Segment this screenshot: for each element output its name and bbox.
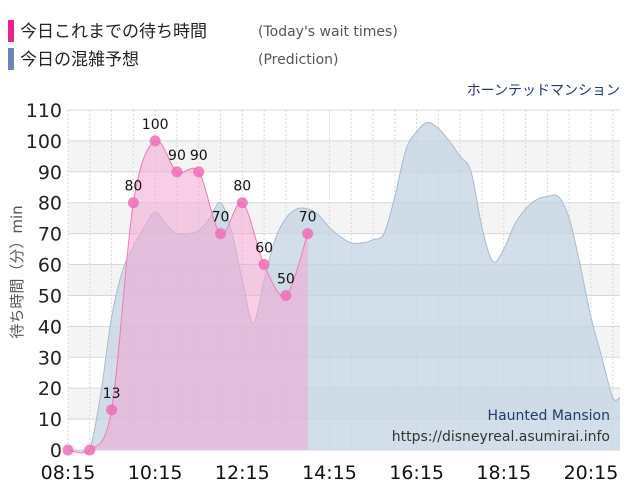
today-point-label: 90 — [190, 148, 208, 164]
y-tick-label: 40 — [38, 316, 62, 338]
y-tick-label: 80 — [38, 193, 62, 215]
x-tick-label: 08:15 — [41, 462, 96, 484]
legend-label-today: 今日これまでの待ち時間 — [20, 22, 207, 42]
today-point-label: 100 — [142, 117, 169, 133]
today-point-label: 60 — [255, 241, 273, 257]
today-point — [106, 404, 118, 416]
attraction-subtitle: ホーンテッドマンション — [467, 83, 620, 99]
plot-band — [68, 110, 620, 141]
y-tick-label: 50 — [38, 285, 62, 307]
today-point-label: 90 — [168, 148, 186, 164]
x-tick-label: 14:15 — [302, 462, 357, 484]
legend: 今日これまでの待ち時間 (Today's wait times) 今日の混雑予想… — [8, 20, 398, 70]
x-tick-label: 10:15 — [128, 462, 183, 484]
today-point — [193, 166, 205, 178]
x-tick-label: 20:15 — [564, 462, 619, 484]
legend-sublabel-today: (Today's wait times) — [258, 24, 398, 40]
legend-swatch-today — [8, 20, 14, 42]
today-point — [171, 166, 183, 178]
today-point — [258, 259, 270, 271]
y-tick-label: 90 — [38, 162, 62, 184]
today-point-label: 70 — [299, 210, 317, 226]
today-point-label: 70 — [212, 210, 230, 226]
today-point-label: 80 — [233, 179, 251, 195]
today-point — [215, 228, 227, 240]
y-tick-label: 30 — [38, 347, 62, 369]
today-point-label: 50 — [277, 271, 295, 287]
today-point — [302, 228, 314, 240]
today-point-label: 80 — [124, 179, 142, 195]
y-axis-label: 待ち時間（分）min — [8, 205, 26, 338]
today-point — [127, 197, 139, 209]
today-point — [62, 444, 74, 456]
y-tick-label: 0 — [50, 440, 62, 462]
x-tick-label: 16:15 — [389, 462, 444, 484]
y-tick-label: 100 — [26, 131, 62, 153]
y-tick-label: 10 — [38, 409, 62, 431]
x-tick-label: 12:15 — [215, 462, 270, 484]
today-point — [149, 135, 161, 147]
x-axis-ticks: 08:15 10:15 12:15 14:15 16:15 18:15 20:15 — [41, 462, 619, 484]
legend-sublabel-prediction: (Prediction) — [258, 52, 338, 68]
watermark-name: Haunted Mansion — [488, 408, 610, 424]
y-tick-label: 110 — [26, 100, 62, 122]
x-tick-label: 18:15 — [476, 462, 531, 484]
today-markers — [62, 135, 314, 456]
y-tick-label: 20 — [38, 378, 62, 400]
today-point — [236, 197, 248, 209]
y-tick-label: 70 — [38, 224, 62, 246]
today-point — [280, 289, 292, 301]
y-axis-ticks: 0 10 20 30 40 50 60 70 80 90 100 110 — [26, 100, 62, 462]
legend-label-prediction: 今日の混雑予想 — [20, 50, 139, 70]
today-point-label: 13 — [103, 386, 121, 402]
today-area — [68, 140, 308, 453]
watermark-url: https://disneyreal.asumirai.info — [392, 429, 610, 445]
today-point — [84, 444, 96, 456]
y-tick-label: 60 — [38, 255, 62, 277]
legend-swatch-prediction — [8, 48, 14, 70]
